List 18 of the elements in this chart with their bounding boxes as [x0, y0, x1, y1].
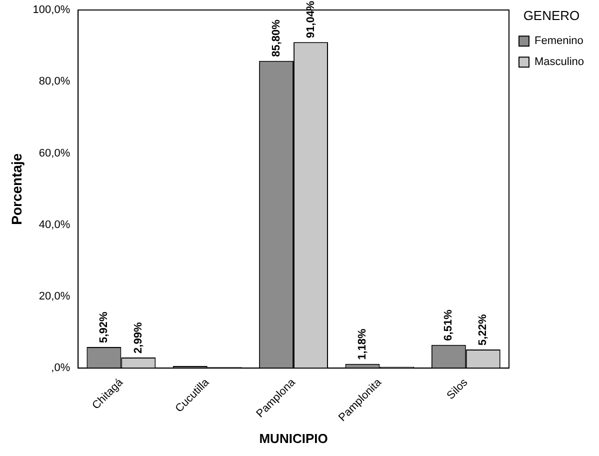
legend-label: Femenino — [534, 35, 584, 48]
legend-title: GENERO — [523, 8, 580, 24]
y-tick-label: 100,0% — [32, 4, 70, 16]
x-axis-title: MUNICIPIO — [259, 430, 328, 446]
data-label: 2,99% — [132, 322, 144, 354]
data-label: 6,51% — [442, 309, 455, 341]
legend-label: Masculino — [534, 56, 584, 68]
data-label: 91,04% — [304, 0, 317, 38]
y-tick-label: 80,0% — [38, 76, 70, 88]
data-label: 5,92% — [98, 312, 110, 343]
data-label: 85,80% — [270, 19, 282, 57]
y-tick-label: 40,0% — [38, 218, 70, 231]
data-label: 1,18% — [356, 328, 369, 360]
data-label: 5,22% — [477, 314, 490, 346]
y-tick-label: ,0% — [51, 362, 70, 374]
y-axis-title: Porcentaje — [8, 153, 24, 225]
y-tick-label: 20,0% — [38, 290, 70, 303]
y-tick-label: 60,0% — [38, 147, 70, 160]
